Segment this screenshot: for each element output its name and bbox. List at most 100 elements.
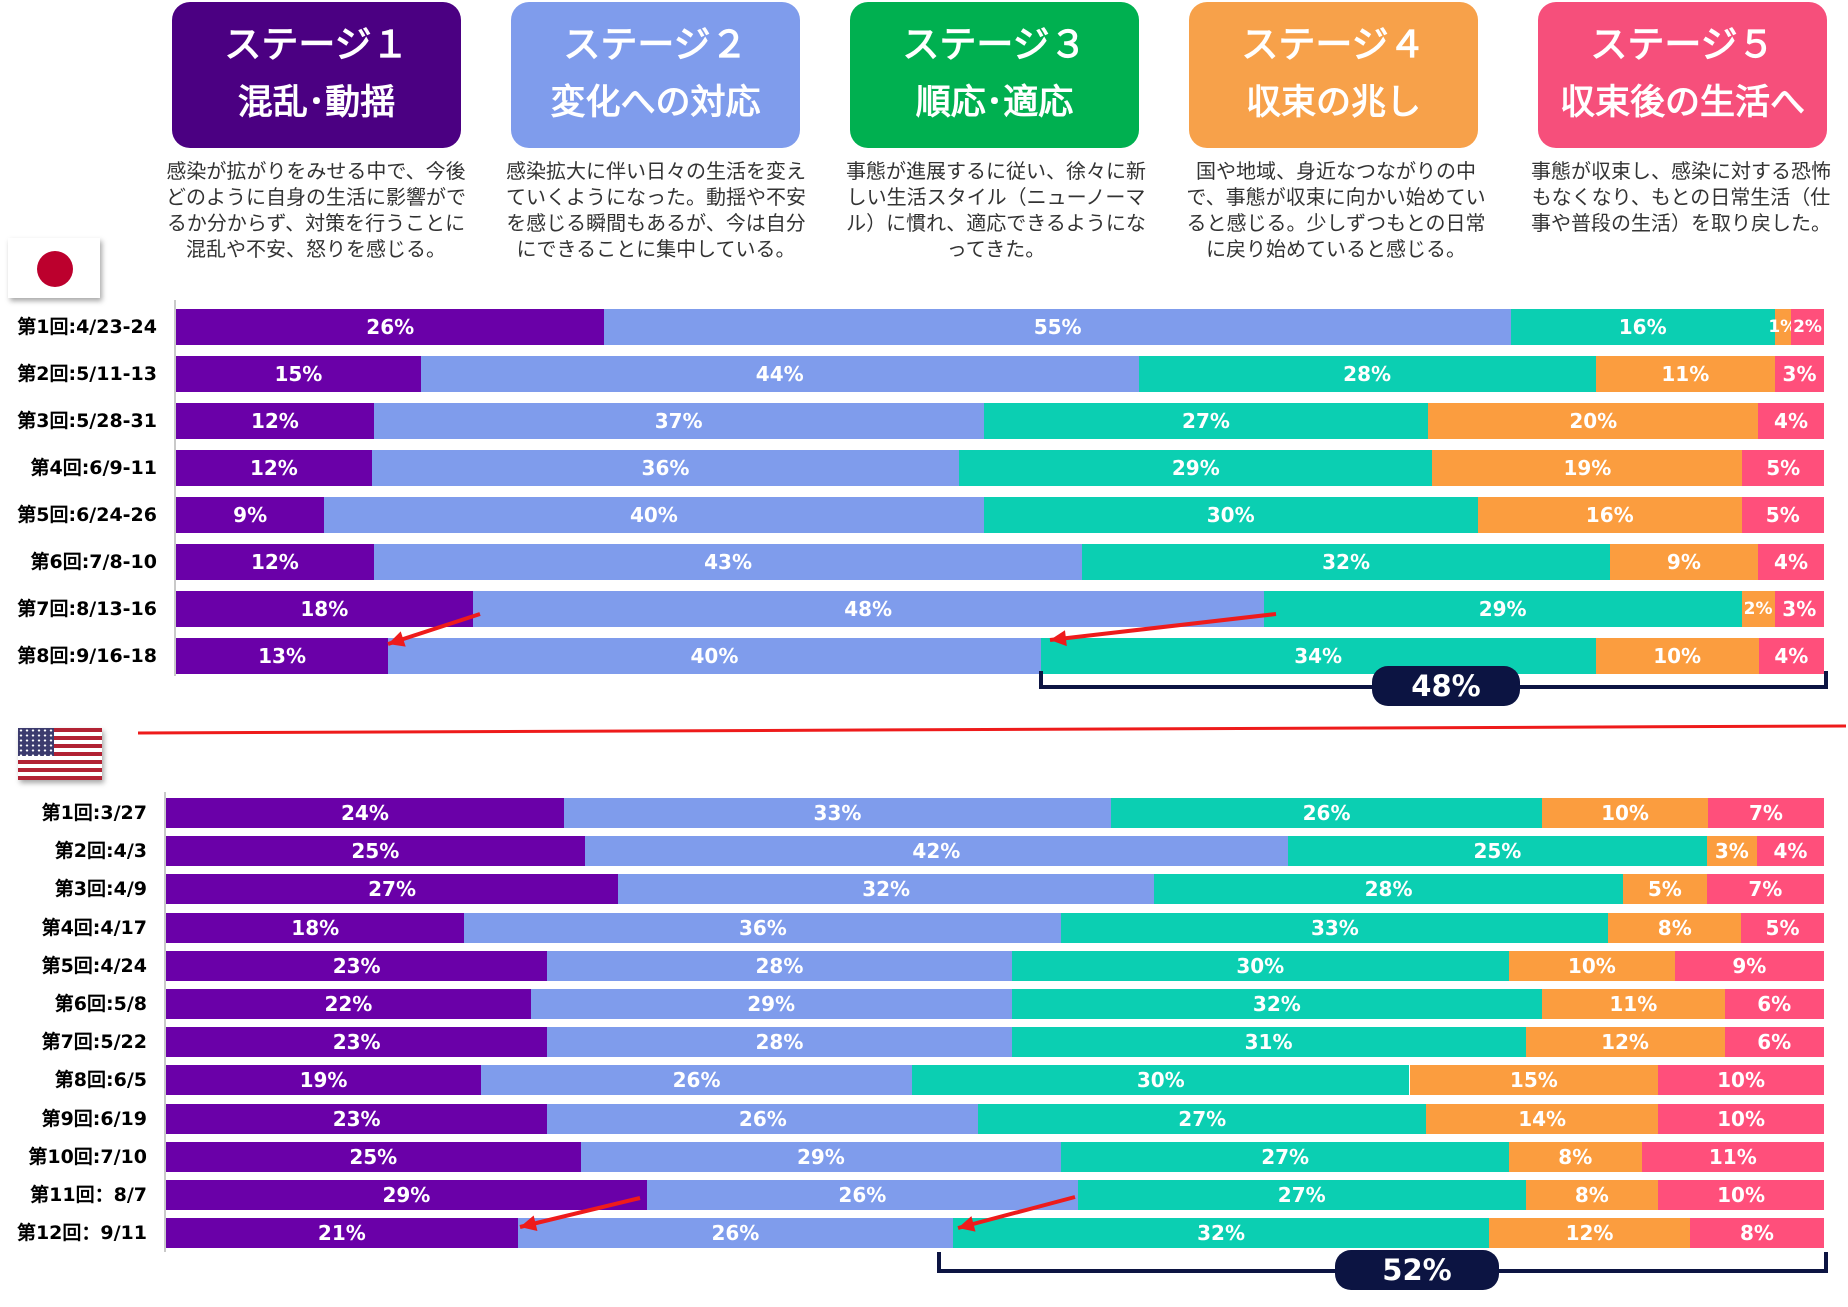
row-label: 第11回：8/7 [30, 1184, 147, 1206]
bar-segment-stage-5: 7% [1707, 798, 1824, 828]
bar-segment-stage-2: 43% [373, 544, 1083, 580]
bar-segment-stage-5: 4% [1758, 403, 1824, 439]
bar-segment-stage-2: 26% [547, 1103, 979, 1134]
data-label: 27% [1261, 1144, 1310, 1169]
data-label: 33% [1310, 915, 1359, 940]
row-label: 第7回:5/22 [41, 1031, 147, 1054]
data-label: 1% [1768, 317, 1798, 337]
data-label: 5% [1765, 915, 1800, 940]
bar-segment-stage-5: 8% [1690, 1218, 1824, 1249]
data-label: 10% [1717, 1183, 1766, 1207]
data-label: 7% [1748, 801, 1783, 825]
bar-segment-stage-4: 2% [1741, 591, 1775, 627]
bar-segment-stage-4: 3% [1706, 836, 1757, 867]
bar-segment-stage-4: 11% [1595, 356, 1776, 392]
data-label: 4% [1774, 644, 1809, 668]
stage-5-box: ステージ５ 収束後の生活へ [1538, 2, 1827, 148]
data-label: 7% [1748, 877, 1783, 902]
usa-total-badge: 52% [1335, 1250, 1499, 1290]
bar-segment-stage-1: 27% [166, 874, 619, 905]
bar-segment-stage-1: 18% [166, 912, 465, 943]
bar-segment-stage-4: 12% [1489, 1218, 1691, 1249]
data-label: 27% [1178, 1106, 1227, 1131]
bar-segment-stage-1: 12% [176, 450, 372, 486]
data-label: 43% [704, 550, 752, 574]
bar-segment-stage-2: 29% [530, 989, 1012, 1019]
data-label: 28% [755, 1030, 804, 1055]
bar-segment-stage-3: 27% [983, 403, 1429, 439]
stage-3-description: 事態が進展するに従い、徐々に新しい生活スタイル（ニューノーマル）に慣れ、適応でき… [846, 159, 1146, 261]
data-label: 9% [1666, 550, 1701, 574]
bar-segment-stage-5: 3% [1775, 356, 1824, 392]
bar-segment-stage-1: 25% [166, 836, 585, 867]
bar-segment-stage-5: 10% [1658, 1180, 1824, 1210]
bar-segment-stage-5: 6% [1724, 1027, 1824, 1058]
data-label: 26% [838, 1183, 887, 1207]
usa-flag-icon [18, 728, 102, 780]
row-label: 第3回:4/9 [54, 878, 147, 901]
row-label: 第9回:6/19 [41, 1107, 147, 1130]
bar-segment-stage-1: 23% [166, 950, 548, 981]
data-label: 31% [1244, 1030, 1293, 1055]
bar-segment-stage-3: 27% [1077, 1180, 1526, 1210]
bar-segment-stage-5: 5% [1741, 497, 1824, 533]
data-label: 23% [332, 953, 381, 978]
bar-segment-stage-5: 4% [1758, 638, 1824, 674]
data-label: 30% [1206, 503, 1255, 527]
data-label: 26% [366, 315, 415, 339]
data-label: 26% [711, 1221, 760, 1246]
bar-segment-stage-2: 55% [604, 309, 1511, 345]
bar-segment-stage-5: 7% [1706, 874, 1824, 905]
stage-3-box: ステージ３ 順応･適応 [850, 2, 1139, 148]
row-label: 第1回:4/23-24 [17, 316, 157, 338]
bar-segment-stage-1: 24% [166, 798, 564, 828]
data-label: 23% [332, 1030, 381, 1055]
bar-segment-stage-4: 20% [1428, 403, 1759, 439]
stage-1-box: ステージ１ 混乱･動揺 [172, 2, 461, 148]
data-label: 20% [1569, 409, 1618, 433]
data-label: 28% [1343, 362, 1392, 386]
bar-segment-stage-4: 1% [1768, 309, 1797, 345]
stage-1-title: ステージ１ [224, 23, 409, 66]
bar-segment-stage-2: 33% [563, 798, 1112, 828]
data-label: 34% [1294, 644, 1343, 668]
usa-chart-axis [164, 792, 166, 1252]
data-label: 55% [1033, 315, 1082, 339]
stage-3-subtitle: 順応･適応 [915, 83, 1074, 123]
bar-segment-stage-3: 30% [983, 497, 1478, 533]
row-label: 第3回:5/28-31 [17, 410, 157, 432]
row-label: 第6回:5/8 [54, 993, 147, 1015]
stage-2-description: 感染拡大に伴い日々の生活を変えていくようになった。動揺や不安を感じる瞬間もあるが… [506, 159, 806, 261]
row-label: 第6回:7/8-10 [30, 551, 157, 573]
bar-segment-stage-4: 10% [1542, 798, 1708, 828]
data-label: 29% [796, 1144, 845, 1169]
bar-segment-stage-1: 9% [176, 497, 325, 533]
bar-segment-stage-1: 19% [166, 1065, 482, 1096]
data-label: 42% [912, 839, 961, 864]
data-label: 27% [1182, 409, 1230, 433]
data-label: 8% [1574, 1183, 1609, 1207]
row-label: 第12回：9/11 [16, 1222, 147, 1245]
bar-segment-stage-4: 5% [1623, 874, 1707, 905]
data-label: 16% [1585, 503, 1634, 527]
bar-segment-stage-4: 12% [1525, 1027, 1725, 1058]
bar-segment-stage-2: 32% [618, 874, 1155, 905]
bar-segment-stage-3: 25% [1288, 836, 1707, 867]
stage-2-box: ステージ２ 変化への対応 [511, 2, 800, 148]
bar-segment-stage-1: 13% [176, 638, 389, 674]
data-label: 2% [1743, 599, 1773, 619]
bar-segment-stage-3: 27% [978, 1103, 1427, 1134]
data-label: 37% [654, 409, 703, 433]
row-label: 第2回:5/11-13 [17, 363, 157, 385]
data-label: 30% [1136, 1068, 1185, 1093]
data-label: 6% [1757, 1030, 1792, 1055]
data-label: 4% [1773, 839, 1808, 864]
data-label: 19% [1563, 456, 1612, 480]
data-label: 19% [299, 1068, 348, 1093]
stage-5-title: ステージ５ [1590, 23, 1775, 66]
data-label: 11% [1661, 362, 1710, 386]
data-label: 10% [1601, 801, 1649, 825]
data-label: 21% [317, 1221, 366, 1246]
data-label: 3% [1782, 597, 1817, 621]
data-label: 8% [1558, 1144, 1593, 1169]
